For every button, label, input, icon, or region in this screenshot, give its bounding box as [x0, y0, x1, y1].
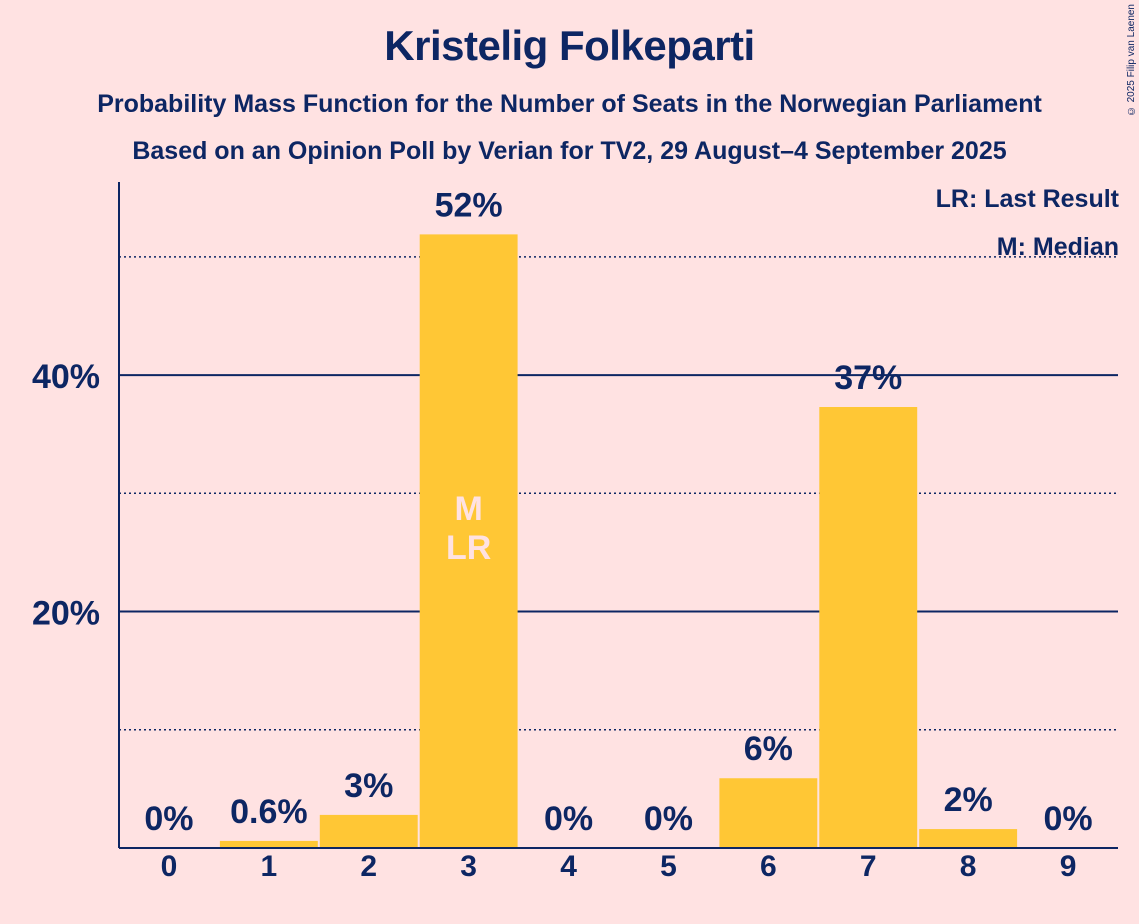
x-tick-label: 7: [860, 850, 877, 883]
x-tick-label: 3: [460, 850, 477, 883]
bar: [220, 841, 318, 848]
bar: [919, 829, 1017, 848]
bar: [719, 778, 817, 848]
x-tick-label: 6: [760, 850, 777, 883]
bar-value-label: 0%: [1043, 800, 1092, 838]
bar: [819, 407, 917, 848]
bar-value-label: 0%: [644, 800, 693, 838]
x-tick-label: 4: [560, 850, 577, 883]
bar: [320, 815, 418, 848]
y-tick-label: 20%: [32, 595, 100, 633]
bar-marker-label: M: [454, 490, 482, 528]
bar-value-label: 37%: [834, 359, 902, 397]
x-tick-label: 9: [1060, 850, 1077, 883]
bar-chart: 20%40%0%00.6%13%252%30%40%56%637%72%80%9…: [0, 0, 1139, 924]
legend-last-result: LR: Last Result: [936, 185, 1119, 214]
x-tick-label: 8: [960, 850, 977, 883]
x-tick-label: 5: [660, 850, 677, 883]
bar-marker-label: LR: [446, 529, 491, 567]
bar-value-label: 2%: [944, 781, 993, 819]
x-tick-label: 0: [161, 850, 178, 883]
legend-median: M: Median: [997, 233, 1119, 262]
bar-value-label: 0%: [144, 800, 193, 838]
y-tick-label: 40%: [32, 358, 100, 396]
bar-value-label: 0%: [544, 800, 593, 838]
bar-value-label: 3%: [344, 767, 393, 805]
x-tick-label: 1: [261, 850, 278, 883]
x-tick-label: 2: [360, 850, 377, 883]
bar-value-label: 52%: [435, 186, 503, 224]
bar-value-label: 0.6%: [230, 793, 308, 831]
bar-value-label: 6%: [744, 730, 793, 768]
